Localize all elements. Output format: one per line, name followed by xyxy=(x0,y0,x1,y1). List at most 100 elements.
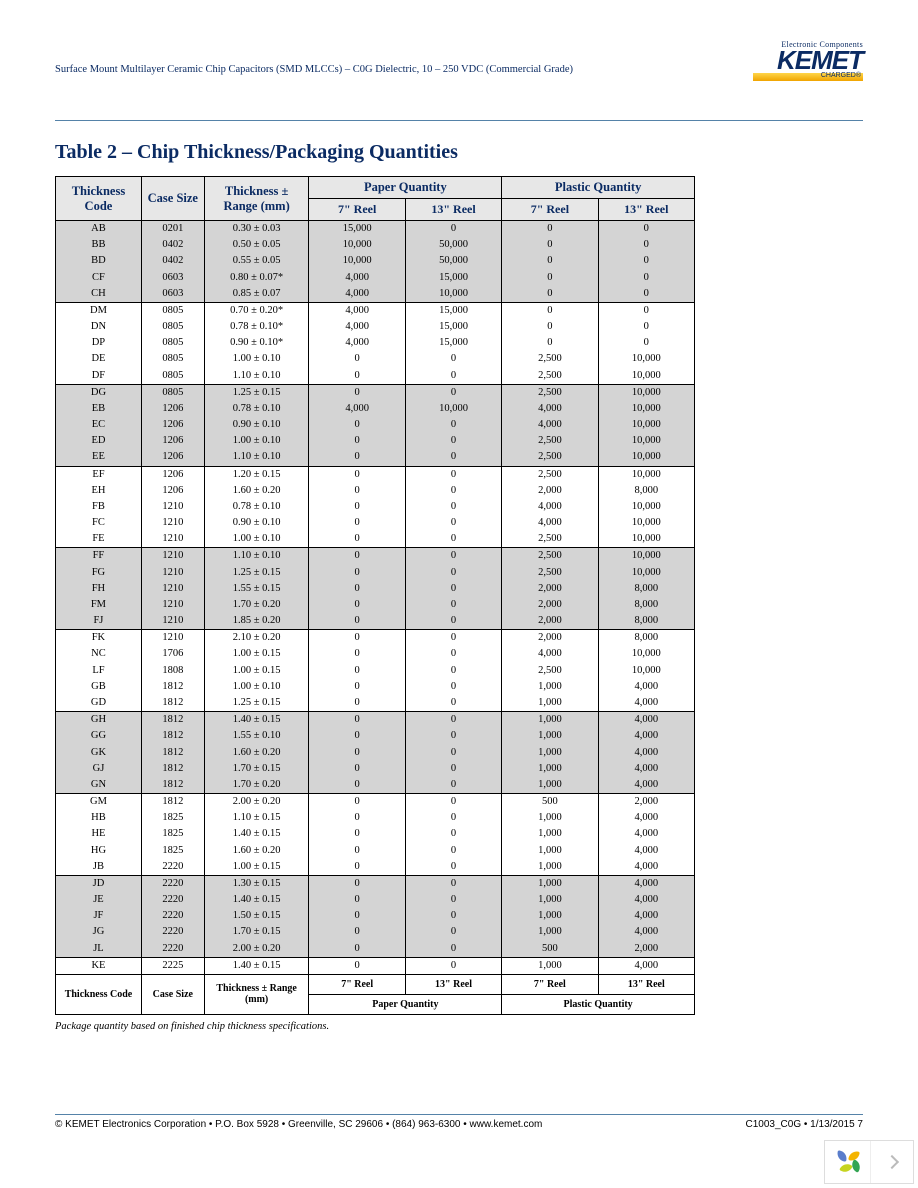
table-cell: 2,000 xyxy=(502,581,598,597)
brand-bar-icon: CHARGED® xyxy=(753,73,863,81)
table-cell: 0 xyxy=(309,384,405,401)
nav-next-button[interactable] xyxy=(870,1141,913,1183)
table-cell: 0 xyxy=(405,499,501,515)
table-cell: 15,000 xyxy=(405,335,501,351)
table-cell: 0 xyxy=(405,777,501,794)
table-cell: 0 xyxy=(309,630,405,647)
table-cell: 4,000 xyxy=(598,728,694,744)
table-cell: 1.60 ± 0.20 xyxy=(204,745,309,761)
table-cell: FJ xyxy=(56,613,142,630)
table-cell: 0 xyxy=(309,695,405,712)
table-cell: 4,000 xyxy=(502,646,598,662)
table-cell: 10,000 xyxy=(598,449,694,466)
table-row: FH12101.55 ± 0.15002,0008,000 xyxy=(56,581,695,597)
table-cell: 1,000 xyxy=(502,777,598,794)
table-cell: 1206 xyxy=(141,433,204,449)
table-cell: 0 xyxy=(405,351,501,367)
nav-logo-icon[interactable] xyxy=(825,1141,870,1183)
table-cell: 1812 xyxy=(141,712,204,729)
table-cell: 10,000 xyxy=(405,401,501,417)
table-cell: 1.00 ± 0.10 xyxy=(204,433,309,449)
table-row: KE22251.40 ± 0.15001,0004,000 xyxy=(56,957,695,974)
table-cell: 4,000 xyxy=(598,908,694,924)
table-cell: DF xyxy=(56,368,142,385)
table-cell: 8,000 xyxy=(598,597,694,613)
table-cell: 1,000 xyxy=(502,712,598,729)
table-cell: 1206 xyxy=(141,401,204,417)
table-cell: 4,000 xyxy=(598,826,694,842)
table-cell: 0 xyxy=(309,613,405,630)
table-cell: 0 xyxy=(405,531,501,548)
table-cell: 2,500 xyxy=(502,384,598,401)
table-cell: 4,000 xyxy=(598,957,694,974)
table-cell: 0 xyxy=(405,515,501,531)
table-cell: 1.00 ± 0.15 xyxy=(204,646,309,662)
table-cell: GB xyxy=(56,679,142,695)
table-cell: 2220 xyxy=(141,908,204,924)
table-cell: 0 xyxy=(309,663,405,679)
table-cell: 0 xyxy=(405,745,501,761)
table-cell: 0 xyxy=(502,302,598,319)
table-cell: 1,000 xyxy=(502,892,598,908)
table-cell: EF xyxy=(56,466,142,483)
table-cell: JE xyxy=(56,892,142,908)
table-cell: 4,000 xyxy=(502,401,598,417)
table-cell: 0 xyxy=(309,892,405,908)
table-cell: 10,000 xyxy=(598,401,694,417)
table-cell: 8,000 xyxy=(598,483,694,499)
table-cell: 4,000 xyxy=(309,319,405,335)
header-rule xyxy=(55,120,863,121)
table-cell: 4,000 xyxy=(598,924,694,940)
table-cell: 4,000 xyxy=(309,270,405,286)
foot-paper-7: 7" Reel xyxy=(309,974,405,994)
table-cell: 0.50 ± 0.05 xyxy=(204,237,309,253)
table-cell: FF xyxy=(56,548,142,565)
table-cell: AB xyxy=(56,221,142,238)
table-cell: GM xyxy=(56,794,142,811)
table-cell: 0 xyxy=(309,843,405,859)
table-cell: 2225 xyxy=(141,957,204,974)
nav-widget xyxy=(824,1140,914,1184)
table-row: JE22201.40 ± 0.15001,0004,000 xyxy=(56,892,695,908)
table-cell: 10,000 xyxy=(598,417,694,433)
table-cell: 0 xyxy=(502,286,598,303)
table-cell: 1,000 xyxy=(502,695,598,712)
footer-rule xyxy=(55,1114,863,1115)
table-row: LF18081.00 ± 0.15002,50010,000 xyxy=(56,663,695,679)
table-cell: 0 xyxy=(309,433,405,449)
table-cell: 10,000 xyxy=(598,433,694,449)
table-row: GB18121.00 ± 0.10001,0004,000 xyxy=(56,679,695,695)
table-cell: 0603 xyxy=(141,270,204,286)
table-cell: DP xyxy=(56,335,142,351)
table-row: FM12101.70 ± 0.20002,0008,000 xyxy=(56,597,695,613)
table-cell: 0 xyxy=(309,449,405,466)
table-row: EH12061.60 ± 0.20002,0008,000 xyxy=(56,483,695,499)
table-cell: 0 xyxy=(405,663,501,679)
table-cell: 1210 xyxy=(141,613,204,630)
table-cell: 4,000 xyxy=(309,286,405,303)
table-cell: JD xyxy=(56,875,142,892)
table-cell: FC xyxy=(56,515,142,531)
table-cell: 4,000 xyxy=(598,843,694,859)
table-row: ED12061.00 ± 0.10002,50010,000 xyxy=(56,433,695,449)
table-row: GG18121.55 ± 0.10001,0004,000 xyxy=(56,728,695,744)
table-cell: 0603 xyxy=(141,286,204,303)
table-cell: 1210 xyxy=(141,548,204,565)
table-cell: 0 xyxy=(405,957,501,974)
table-cell: DE xyxy=(56,351,142,367)
table-cell: 2.00 ± 0.20 xyxy=(204,794,309,811)
table-cell: 0 xyxy=(309,565,405,581)
table-cell: 1210 xyxy=(141,581,204,597)
table-cell: 0 xyxy=(405,875,501,892)
col-thickness-range: Thickness ± Range (mm) xyxy=(204,177,309,221)
table-cell: FK xyxy=(56,630,142,647)
table-cell: 0 xyxy=(405,613,501,630)
page-header: Surface Mount Multilayer Ceramic Chip Ca… xyxy=(55,50,863,90)
table-row: FE12101.00 ± 0.10002,50010,000 xyxy=(56,531,695,548)
table-cell: EC xyxy=(56,417,142,433)
table-cell: 0805 xyxy=(141,319,204,335)
table-cell: 0.30 ± 0.03 xyxy=(204,221,309,238)
table-cell: 0 xyxy=(405,843,501,859)
table-row: GN18121.70 ± 0.20001,0004,000 xyxy=(56,777,695,794)
table-cell: 0 xyxy=(598,302,694,319)
